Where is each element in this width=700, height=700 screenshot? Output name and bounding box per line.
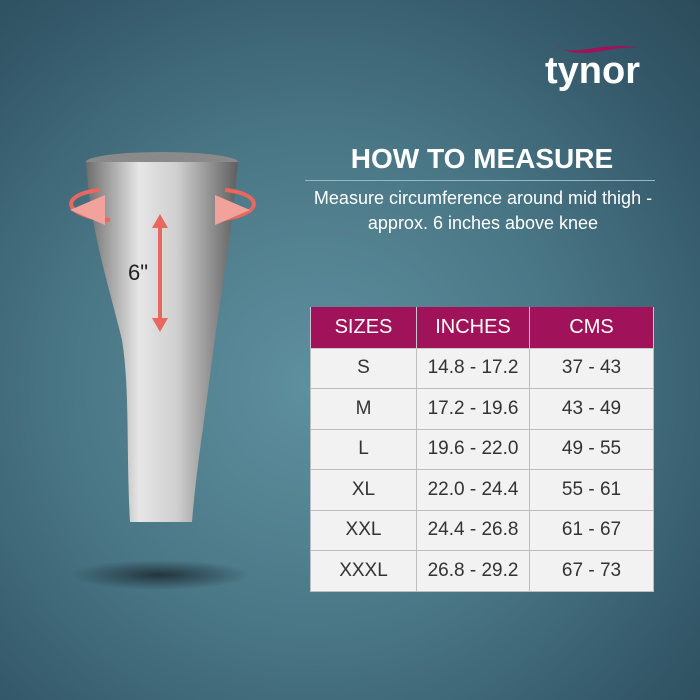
table-row: XL 22.0 - 24.4 55 - 61 (310, 469, 654, 511)
header-cms: CMS (529, 307, 654, 349)
tynor-logo: tynor (545, 50, 640, 92)
page-title: HOW TO MEASURE (350, 143, 614, 174)
table-row: M 17.2 - 19.6 43 - 49 (310, 388, 654, 430)
cell-cms: 55 - 61 (529, 469, 654, 511)
size-chart-table: SIZES INCHES CMS S 14.8 - 17.2 37 - 43 M 17.… (310, 307, 654, 592)
cell-inches: 22.0 - 24.4 (416, 469, 530, 511)
header-inches: INCHES (416, 307, 530, 349)
cell-inches: 24.4 - 26.8 (416, 509, 530, 551)
cell-size: M (310, 388, 417, 430)
knee-illustration (69, 152, 256, 590)
cell-size: L (310, 428, 417, 470)
subtitle: Measure circumference around mid thigh -… (313, 188, 653, 233)
cell-cms: 61 - 67 (529, 509, 654, 551)
cell-cms: 37 - 43 (529, 347, 654, 389)
cell-size: S (310, 347, 417, 389)
cell-inches: 26.8 - 29.2 (416, 550, 530, 592)
cell-size: XXL (310, 509, 417, 551)
cell-size: XL (310, 469, 417, 511)
table-row: XXXL 26.8 - 29.2 67 - 73 (310, 550, 654, 592)
table-row: S 14.8 - 17.2 37 - 43 (310, 347, 654, 389)
header-sizes: SIZES (310, 307, 417, 349)
cell-cms: 43 - 49 (529, 388, 654, 430)
table-row: L 19.6 - 22.0 49 - 55 (310, 428, 654, 470)
divider (305, 180, 655, 181)
cell-inches: 19.6 - 22.0 (416, 428, 530, 470)
table-row: XXL 24.4 - 26.8 61 - 67 (310, 509, 654, 551)
tynor-logo-swoosh (554, 44, 640, 54)
cell-cms: 49 - 55 (529, 428, 654, 470)
cell-cms: 67 - 73 (529, 550, 654, 592)
cell-size: XXXL (310, 550, 417, 592)
cell-inches: 14.8 - 17.2 (416, 347, 530, 389)
cell-inches: 17.2 - 19.6 (416, 388, 530, 430)
measure-label: 6" (128, 260, 149, 285)
table-header: SIZES INCHES CMS (310, 307, 654, 349)
